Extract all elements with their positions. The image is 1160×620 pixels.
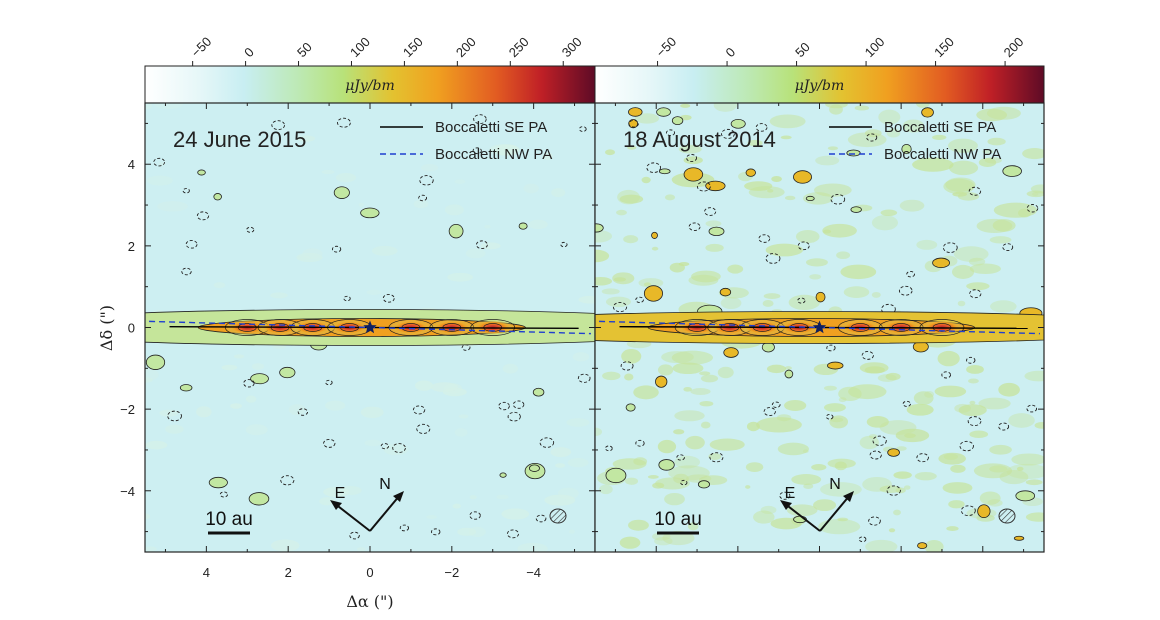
- legend-label-se: Boccaletti SE PA: [435, 119, 547, 136]
- scale-bar-label: 10 au: [654, 509, 702, 530]
- east-arrow-icon: [330, 500, 342, 510]
- y-tick-label: −4: [120, 484, 135, 499]
- north-arrow-icon: [843, 491, 854, 502]
- legend: Boccaletti SE PA Boccaletti NW PA: [829, 119, 1001, 163]
- colorbar-tick-label: 100: [862, 34, 888, 60]
- y-tick-label: 2: [128, 239, 135, 254]
- x-tick-label: 2: [285, 565, 292, 580]
- colorbar-tick-label: 100: [347, 34, 373, 60]
- y-tick-label: −2: [120, 402, 135, 417]
- colorbar-tick-label: 50: [792, 39, 813, 60]
- compass-east-label: E: [785, 485, 796, 502]
- x-tick-label: −2: [444, 565, 459, 580]
- panel-title: 18 August 2014: [623, 127, 776, 152]
- y-tick-label: 4: [128, 157, 135, 172]
- panel-2: −50 0 50 100 150 200 μJy/bm 18 August 2014 Bocca…: [594, 34, 1045, 553]
- compass-rose: EN: [330, 476, 404, 532]
- colorbar-tick-label: −50: [188, 34, 214, 60]
- colorbar-tick-label: 50: [294, 39, 315, 60]
- y-axis-label: Δδ ("): [97, 305, 116, 351]
- x-tick-label: 0: [366, 565, 373, 580]
- compass-rose: EN: [780, 476, 854, 532]
- colorbar-tick-label: −50: [653, 34, 679, 60]
- compass-north-label: N: [829, 476, 841, 493]
- scale-bar-label: 10 au: [205, 509, 253, 530]
- north-arrow-icon: [393, 491, 404, 502]
- colorbar-tick-label: 0: [241, 44, 257, 60]
- y-tick-label: 0: [128, 321, 135, 336]
- colorbar-unit: μJy/bm: [795, 78, 845, 94]
- x-tick-label: 4: [203, 565, 210, 580]
- legend: Boccaletti SE PA Boccaletti NW PA: [380, 119, 552, 163]
- panel-title: 24 June 2015: [173, 127, 306, 152]
- colorbar-tick-label: 150: [931, 34, 957, 60]
- x-tick-label: −4: [526, 565, 541, 580]
- beam-ellipse-icon: [998, 508, 1016, 524]
- beam-ellipse-icon: [549, 508, 567, 524]
- colorbar-tick-label: 300: [559, 34, 585, 60]
- colorbar: [594, 65, 1045, 104]
- colorbar-tick-label: 0: [723, 44, 739, 60]
- colorbar-tick-label: 200: [1001, 34, 1027, 60]
- star-icon: [363, 320, 377, 334]
- x-axis-label: Δα ("): [346, 592, 393, 611]
- east-arrow-icon: [780, 500, 792, 510]
- compass-east-label: E: [335, 485, 346, 502]
- colorbar-tick-label: 250: [506, 34, 532, 60]
- legend-label-nw: Boccaletti NW PA: [435, 146, 552, 163]
- intensity-map: 18 August 2014 Boccaletti SE PABoccaletti…: [595, 103, 1044, 552]
- intensity-map: 24 June 2015 Boccaletti SE PA Boccaletti N…: [145, 103, 595, 552]
- legend-label-nw: Boccaletti NW PA: [884, 146, 1001, 163]
- colorbar-unit: μJy/bm: [345, 78, 395, 94]
- colorbar-tick-label: 200: [453, 34, 479, 60]
- compass-north-label: N: [379, 476, 391, 493]
- star-icon: [812, 320, 827, 334]
- colorbar-tick-label: 150: [400, 34, 426, 60]
- legend-label-se: Boccaletti SE PA: [884, 119, 996, 136]
- colorbar: [144, 65, 596, 104]
